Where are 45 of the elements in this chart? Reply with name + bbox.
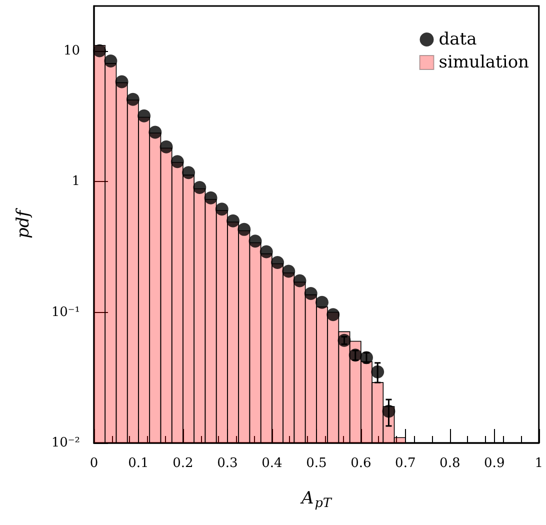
x-tick-label: 0.2 <box>172 456 194 471</box>
point <box>115 75 128 88</box>
x-tick-label: 0.5 <box>306 456 327 471</box>
y-axis-title: pdf <box>14 208 34 239</box>
point <box>160 140 173 154</box>
point <box>93 44 106 58</box>
y-tick-label: 1 <box>72 174 80 190</box>
point <box>282 264 296 278</box>
point <box>104 54 118 68</box>
x-tick-label: 0.6 <box>350 456 372 471</box>
x-tick-label: 0.8 <box>440 456 460 471</box>
point <box>215 202 228 216</box>
x-tick-label: 0.9 <box>484 456 505 471</box>
point <box>182 166 196 180</box>
x-tick-label: 0 <box>90 456 98 471</box>
x-tick-label: 0.7 <box>395 456 416 471</box>
x-tick-label: 0.3 <box>217 456 238 471</box>
y-tick-label: 10⁻¹ <box>51 304 80 320</box>
point <box>193 181 206 194</box>
x-tick-label: 0.1 <box>128 456 149 471</box>
point <box>238 222 251 236</box>
x-tick-label: 1 <box>534 456 544 471</box>
point <box>360 351 373 364</box>
point <box>248 234 262 248</box>
point <box>371 365 384 378</box>
y-tick-label: 10⁻² <box>51 436 80 450</box>
point <box>293 274 306 288</box>
legend-label: simulation <box>438 52 530 72</box>
point <box>226 214 240 228</box>
point <box>338 334 351 347</box>
point <box>271 256 284 270</box>
point <box>304 287 318 300</box>
legend-label: data <box>438 30 477 50</box>
point <box>326 308 340 322</box>
point <box>138 109 151 122</box>
point <box>316 296 328 309</box>
point <box>148 126 162 139</box>
point <box>170 155 184 168</box>
point <box>126 92 140 106</box>
point <box>348 348 362 362</box>
x-tick-label: 0.4 <box>262 456 282 471</box>
point <box>260 245 273 258</box>
point <box>382 404 396 418</box>
point <box>204 191 218 204</box>
y-tick-label: 10 <box>63 43 80 58</box>
